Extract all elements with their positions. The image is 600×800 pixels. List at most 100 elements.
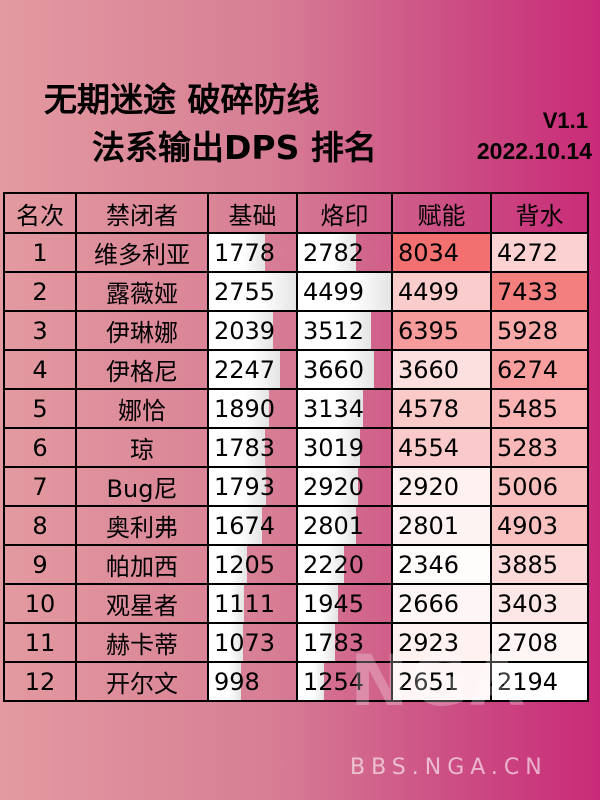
rank-cell: 3	[3, 310, 77, 351]
empower-cell: 6395	[391, 310, 492, 351]
name-cell: 开尔文	[75, 661, 209, 702]
empower-cell: 2801	[391, 505, 492, 546]
name-cell: 赫卡蒂	[75, 622, 209, 663]
table-row: 11 赫卡蒂 1073 1783 2923 2708	[3, 622, 589, 663]
rank-cell-value: 4	[32, 355, 48, 384]
rank-cell: 1	[3, 232, 77, 273]
desperate-cell-value: 7433	[497, 277, 559, 306]
desperate-cell: 5006	[490, 466, 589, 507]
rank-cell-value: 2	[32, 277, 48, 306]
brand-cell: 2801	[296, 505, 393, 546]
base-cell-value: 998	[214, 667, 260, 696]
brand-cell: 1254	[296, 661, 393, 702]
empower-cell: 4554	[391, 427, 492, 468]
rank-cell-value: 11	[24, 628, 56, 657]
data-bar	[210, 586, 245, 621]
empower-cell: 8034	[391, 232, 492, 273]
brand-cell-value: 3512	[303, 316, 365, 345]
table-row: 5 娜恰 1890 3134 4578 5485	[3, 388, 589, 429]
empower-cell-value: 4499	[398, 277, 460, 306]
desperate-cell-value: 6274	[497, 355, 559, 384]
data-bar	[299, 469, 359, 504]
base-cell: 1111	[207, 583, 298, 624]
data-bar	[299, 547, 344, 582]
name-cell-value: 伊琳娜	[106, 319, 178, 347]
rank-cell: 9	[3, 544, 77, 585]
table-row: 6 琼 1783 3019 4554 5283	[3, 427, 589, 468]
header-rank: 名次	[3, 192, 77, 234]
data-bar	[299, 313, 371, 348]
table-row: 8 奥利弗 1674 2801 2801 4903	[3, 505, 589, 546]
base-cell: 1783	[207, 427, 298, 468]
brand-cell-value: 4499	[303, 277, 365, 306]
base-cell: 998	[207, 661, 298, 702]
name-cell: 观星者	[75, 583, 209, 624]
empower-cell: 2666	[391, 583, 492, 624]
empower-cell-value: 4578	[398, 394, 460, 423]
data-bar	[210, 430, 266, 465]
name-cell-value: 赫卡蒂	[106, 631, 178, 659]
brand-cell: 2920	[296, 466, 393, 507]
table-row: 10 观星者 1111 1945 2666 3403	[3, 583, 589, 624]
empower-cell-value: 2651	[398, 667, 460, 696]
empower-cell-value: 6395	[398, 316, 460, 345]
rank-cell: 2	[3, 271, 77, 312]
rank-cell-value: 8	[32, 511, 48, 540]
table-row: 3 伊琳娜 2039 3512 6395 5928	[3, 310, 589, 351]
base-cell-value: 2755	[214, 277, 276, 306]
rank-cell: 5	[3, 388, 77, 429]
desperate-cell: 2194	[490, 661, 589, 702]
brand-cell-value: 2920	[303, 472, 365, 501]
empower-cell-value: 2666	[398, 589, 460, 618]
table-header-row: 名次 禁闭者 基础 烙印 赋能 背水	[3, 192, 589, 234]
base-cell: 2247	[207, 349, 298, 390]
brand-cell-value: 2782	[303, 238, 365, 267]
base-cell: 1205	[207, 544, 298, 585]
data-bar	[299, 430, 361, 465]
empower-cell-value: 2801	[398, 511, 460, 540]
data-bar	[299, 508, 356, 543]
header-empower: 赋能	[391, 192, 492, 234]
table-body: 1 维多利亚 1778 2782 8034 4272 2 露薇娅 2755 4499 4499 743…	[3, 232, 589, 702]
table-row: 4 伊格尼 2247 3660 3660 6274	[3, 349, 589, 390]
rank-cell-value: 3	[32, 316, 48, 345]
base-cell-value: 1073	[214, 628, 276, 657]
base-cell-value: 2039	[214, 316, 276, 345]
name-cell: 琼	[75, 427, 209, 468]
name-cell-value: 开尔文	[106, 670, 178, 698]
header-base: 基础	[207, 192, 298, 234]
data-bar	[210, 235, 266, 270]
base-cell: 1778	[207, 232, 298, 273]
table-row: 9 帕加西 1205 2220 2346 3885	[3, 544, 589, 585]
watermark-site: BBS.NGA.CN	[350, 755, 548, 780]
base-cell-value: 1205	[214, 550, 276, 579]
name-cell-value: 帕加西	[106, 553, 178, 581]
rank-cell: 4	[3, 349, 77, 390]
name-cell-value: 观星者	[106, 592, 178, 620]
name-cell: 维多利亚	[75, 232, 209, 273]
table-row: 12 开尔文 998 1254 2651 2194	[3, 661, 589, 702]
data-bar	[210, 313, 274, 348]
desperate-cell: 7433	[490, 271, 589, 312]
desperate-cell-value: 5928	[497, 316, 559, 345]
name-cell-value: 伊格尼	[106, 358, 178, 386]
desperate-cell-value: 2708	[497, 628, 559, 657]
brand-cell-value: 3019	[303, 433, 365, 462]
desperate-cell: 5485	[490, 388, 589, 429]
empower-cell-value: 8034	[398, 238, 460, 267]
desperate-cell-value: 5485	[497, 394, 559, 423]
data-bar	[210, 508, 262, 543]
base-cell: 1793	[207, 466, 298, 507]
empower-cell-value: 4554	[398, 433, 460, 462]
data-bar	[299, 235, 356, 270]
name-cell-value: 娜恰	[118, 397, 166, 425]
desperate-cell-value: 3403	[497, 589, 559, 618]
data-bar	[299, 274, 390, 309]
base-cell: 1890	[207, 388, 298, 429]
rank-cell-value: 5	[32, 394, 48, 423]
desperate-cell-value: 2194	[497, 667, 559, 696]
brand-cell: 1945	[296, 583, 393, 624]
title-line-2: 法系输出DPS 排名	[92, 128, 377, 167]
desperate-cell: 6274	[490, 349, 589, 390]
name-cell-value: 琼	[130, 436, 154, 464]
